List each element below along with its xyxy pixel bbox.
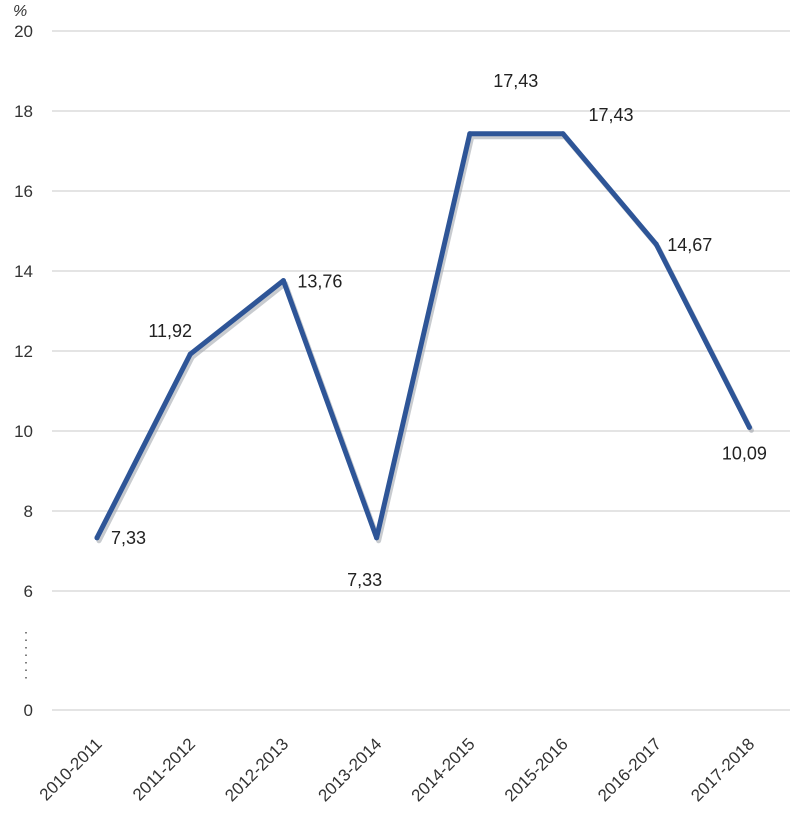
y-axis-ticks: 0 6 8 10 12 14 16 18 20 bbox=[14, 22, 33, 720]
data-label: 14,67 bbox=[667, 235, 712, 255]
data-label: 7,33 bbox=[347, 570, 382, 590]
y-tick-label: 0 bbox=[24, 701, 33, 720]
data-label: 13,76 bbox=[297, 272, 342, 292]
data-label: 17,43 bbox=[493, 71, 538, 91]
data-point bbox=[560, 131, 566, 137]
y-tick-label: 6 bbox=[24, 582, 33, 601]
x-tick-label: 2014-2015 bbox=[408, 734, 479, 805]
x-tick-label: 2013-2014 bbox=[314, 734, 385, 805]
y-tick-label: 20 bbox=[14, 22, 33, 41]
data-labels: 7,33 11,92 13,76 7,33 17,43 17,43 14,67 10,09 bbox=[111, 71, 767, 590]
data-label: 11,92 bbox=[148, 321, 192, 341]
x-tick-label: 2017-2018 bbox=[687, 734, 758, 805]
gridlines bbox=[52, 30, 790, 711]
y-tick-label: 10 bbox=[14, 422, 33, 441]
x-tick-label: 2010-2011 bbox=[36, 734, 106, 804]
data-point bbox=[746, 424, 752, 430]
x-tick-label: 2016-2017 bbox=[594, 734, 665, 805]
data-label: 10,09 bbox=[722, 443, 767, 463]
data-point bbox=[374, 535, 380, 541]
series-line-path bbox=[94, 131, 752, 541]
y-axis-unit-label: % bbox=[13, 3, 27, 20]
data-point bbox=[94, 535, 100, 541]
y-tick-label: 14 bbox=[14, 262, 33, 281]
data-point bbox=[467, 131, 473, 137]
x-axis-ticks: 2010-2011 2011-2012 2012-2013 2013-2014 2014… bbox=[36, 734, 758, 805]
y-tick-label: 12 bbox=[14, 342, 33, 361]
data-point bbox=[280, 278, 286, 284]
series-points bbox=[94, 131, 752, 541]
data-label: 17,43 bbox=[588, 105, 633, 125]
series-line bbox=[94, 131, 754, 544]
y-tick-label: 16 bbox=[14, 182, 33, 201]
x-tick-label: 2011-2012 bbox=[129, 734, 199, 804]
y-tick-label: 18 bbox=[14, 102, 33, 121]
x-tick-label: 2015-2016 bbox=[501, 734, 572, 805]
x-tick-label: 2012-2013 bbox=[221, 734, 292, 805]
data-point bbox=[653, 241, 659, 247]
y-tick-label: 8 bbox=[24, 502, 33, 521]
data-label: 7,33 bbox=[111, 528, 146, 548]
data-point bbox=[187, 351, 193, 357]
series-line-shadow bbox=[96, 134, 754, 544]
